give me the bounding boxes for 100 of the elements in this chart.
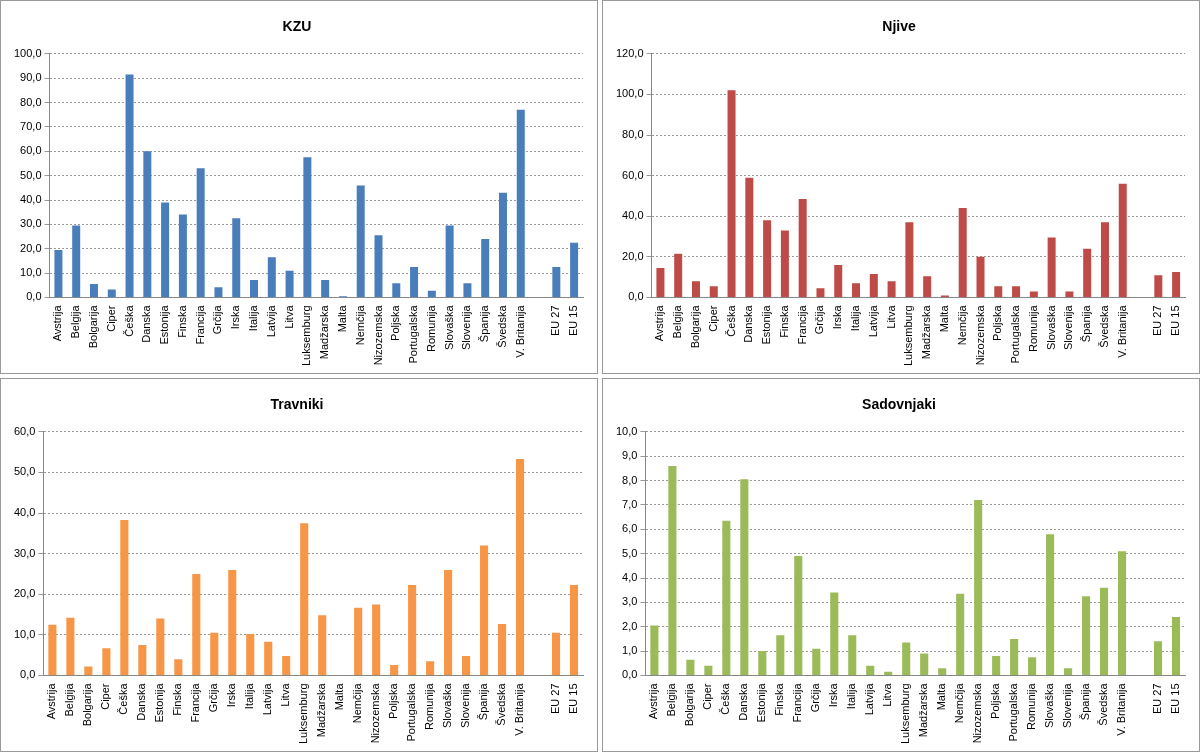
x-tick-label: Grčija bbox=[207, 682, 220, 713]
x-tick-label: EU 15 bbox=[567, 305, 580, 337]
x-tick-label: Irska bbox=[229, 304, 242, 330]
x-tick-label: V. Britanija bbox=[1115, 682, 1128, 736]
bar bbox=[869, 274, 878, 297]
bar bbox=[1154, 275, 1163, 297]
x-tick-label: Španija bbox=[1079, 682, 1092, 721]
x-tick-label: Belgija bbox=[671, 304, 684, 339]
x-tick-label: Francija bbox=[795, 304, 808, 345]
y-tick-label: 90,0 bbox=[20, 71, 42, 84]
bar bbox=[1172, 272, 1181, 297]
bar bbox=[956, 593, 965, 675]
bar bbox=[89, 284, 98, 297]
x-tick-label: Nizozemska bbox=[369, 682, 382, 744]
bar bbox=[408, 584, 417, 675]
x-tick-label: Luksemburg bbox=[297, 683, 310, 745]
x-tick-label: Romunija bbox=[424, 304, 437, 352]
y-tick-label: 10,0 bbox=[20, 266, 42, 279]
bar bbox=[1029, 291, 1038, 297]
bar bbox=[976, 256, 985, 297]
x-tick-label: Romunija bbox=[423, 682, 436, 730]
bar bbox=[686, 659, 695, 675]
x-tick-label: Malta bbox=[937, 304, 950, 333]
x-tick-label: Estonija bbox=[158, 304, 171, 345]
bar bbox=[463, 283, 472, 297]
x-tick-label: Romunija bbox=[1025, 682, 1038, 730]
y-tick-label: 8,0 bbox=[622, 473, 638, 486]
x-tick-label: Avstrija bbox=[653, 304, 666, 342]
x-tick-label: Romunija bbox=[1026, 304, 1039, 352]
bar bbox=[516, 109, 525, 297]
y-tick-label: 60,0 bbox=[13, 424, 36, 437]
bar bbox=[125, 74, 134, 297]
bar bbox=[920, 653, 929, 675]
x-tick-label: Bolgarija bbox=[689, 304, 702, 349]
bar bbox=[210, 632, 219, 675]
chart-title: Njive bbox=[882, 18, 916, 35]
bar bbox=[992, 655, 1001, 675]
x-tick-label: EU 15 bbox=[1169, 305, 1182, 337]
x-tick-label: EU 15 bbox=[1169, 683, 1182, 715]
y-tick-label: 30,0 bbox=[13, 546, 36, 559]
x-tick-label: Švedska bbox=[1097, 682, 1110, 726]
bar bbox=[1100, 222, 1109, 297]
bar bbox=[321, 279, 330, 297]
x-tick-label: Danska bbox=[737, 682, 750, 721]
y-tick-label: 0,0 bbox=[20, 668, 36, 681]
bar bbox=[551, 632, 561, 675]
bar bbox=[902, 642, 911, 675]
x-tick-label: Španija bbox=[478, 304, 491, 343]
y-tick-label: 10,0 bbox=[13, 627, 36, 640]
bar bbox=[1100, 587, 1109, 675]
y-tick-label: 0,0 bbox=[628, 290, 644, 303]
x-tick-label: Poljska bbox=[991, 304, 1004, 341]
x-tick-label: Danska bbox=[742, 304, 755, 343]
bar bbox=[318, 615, 327, 675]
x-tick-label: V. Britanija bbox=[513, 304, 526, 358]
x-tick-label: Madžarska bbox=[315, 682, 328, 738]
x-tick-label: Luksemburg bbox=[902, 305, 915, 367]
bar bbox=[974, 500, 983, 675]
y-tick-label: 80,0 bbox=[20, 95, 42, 108]
bar bbox=[143, 151, 152, 297]
x-tick-label: Poljska bbox=[387, 682, 400, 719]
x-tick-label: Litva bbox=[881, 682, 894, 707]
x-tick-label: Madžarska bbox=[920, 304, 933, 360]
x-tick-label: Poljska bbox=[989, 682, 1002, 719]
x-tick-label: Portugalska bbox=[407, 304, 420, 364]
bar bbox=[462, 655, 471, 675]
bar bbox=[426, 661, 435, 675]
x-tick-label: Češka bbox=[122, 304, 135, 337]
bar bbox=[66, 617, 75, 675]
y-tick-label: 1,0 bbox=[622, 644, 638, 657]
x-tick-label: Estonija bbox=[153, 682, 166, 723]
bar bbox=[228, 569, 237, 675]
bar bbox=[848, 635, 857, 675]
y-tick-label: 40,0 bbox=[13, 506, 36, 519]
x-tick-label: Ciper bbox=[104, 305, 117, 332]
x-tick-label: Nizozemska bbox=[371, 304, 384, 366]
x-tick-label: Estonija bbox=[760, 304, 773, 345]
bar bbox=[1010, 638, 1019, 675]
bar bbox=[1065, 291, 1074, 297]
x-tick-label: Italija bbox=[243, 682, 256, 710]
bar bbox=[303, 157, 312, 297]
bar bbox=[192, 573, 201, 675]
x-tick-label: Litva bbox=[279, 682, 292, 707]
bar bbox=[570, 242, 579, 297]
bar bbox=[356, 185, 365, 297]
bar bbox=[498, 192, 507, 297]
bar bbox=[84, 666, 93, 675]
x-tick-label: EU 15 bbox=[567, 683, 580, 715]
bar bbox=[884, 671, 893, 675]
bar bbox=[372, 604, 381, 675]
x-tick-label: Malta bbox=[935, 682, 948, 711]
x-tick-label: Nizozemska bbox=[973, 304, 986, 366]
x-tick-label: Irska bbox=[225, 682, 238, 708]
x-tick-label: Slovenija bbox=[460, 304, 473, 351]
bar bbox=[830, 592, 839, 675]
x-tick-label: Portugalska bbox=[1007, 682, 1020, 742]
y-tick-label: 20,0 bbox=[622, 249, 644, 262]
y-tick-label: 5,0 bbox=[622, 546, 638, 559]
bar bbox=[722, 520, 731, 675]
x-tick-label: Avstrija bbox=[647, 682, 660, 720]
